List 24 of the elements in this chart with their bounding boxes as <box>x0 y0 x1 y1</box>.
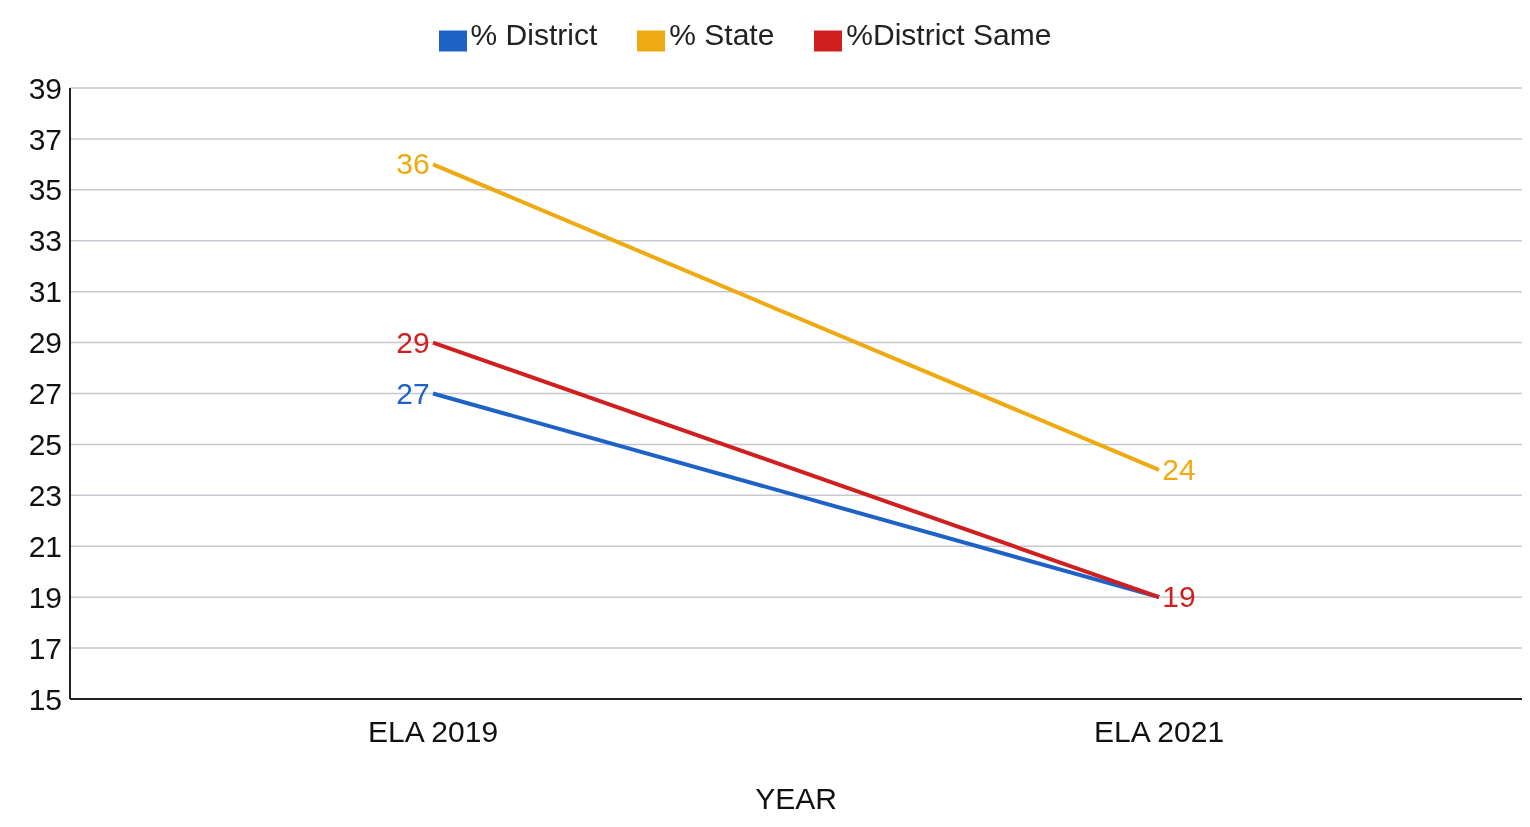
data-label: 29 <box>396 325 430 359</box>
legend-label: % District <box>470 18 598 51</box>
y-tick-label: 39 <box>28 71 62 105</box>
y-tick-label: 35 <box>28 173 62 207</box>
y-tick-label: 37 <box>28 122 62 156</box>
x-tick-label: ELA 2021 <box>1093 715 1225 749</box>
data-label: 19 <box>1162 580 1196 614</box>
y-tick-label: 27 <box>28 377 62 411</box>
legend-label: %District Same <box>846 18 1052 51</box>
legend-label: % State <box>669 18 775 51</box>
data-label: 27 <box>396 376 430 410</box>
y-tick-label: 17 <box>28 631 62 665</box>
x-axis-title: YEAR <box>755 782 837 815</box>
y-tick-label: 31 <box>28 275 62 309</box>
y-tick-label: 25 <box>28 428 62 462</box>
y-tick-label: 19 <box>28 580 62 614</box>
y-tick-label: 15 <box>28 682 62 716</box>
x-tick-label: ELA 2019 <box>367 715 499 749</box>
data-label: 24 <box>1162 452 1196 486</box>
y-tick-label: 21 <box>28 529 62 563</box>
data-label: 36 <box>396 147 430 181</box>
y-tick-label: 29 <box>28 326 62 360</box>
y-tick-label: 33 <box>28 224 62 258</box>
y-tick-label: 23 <box>28 478 62 512</box>
